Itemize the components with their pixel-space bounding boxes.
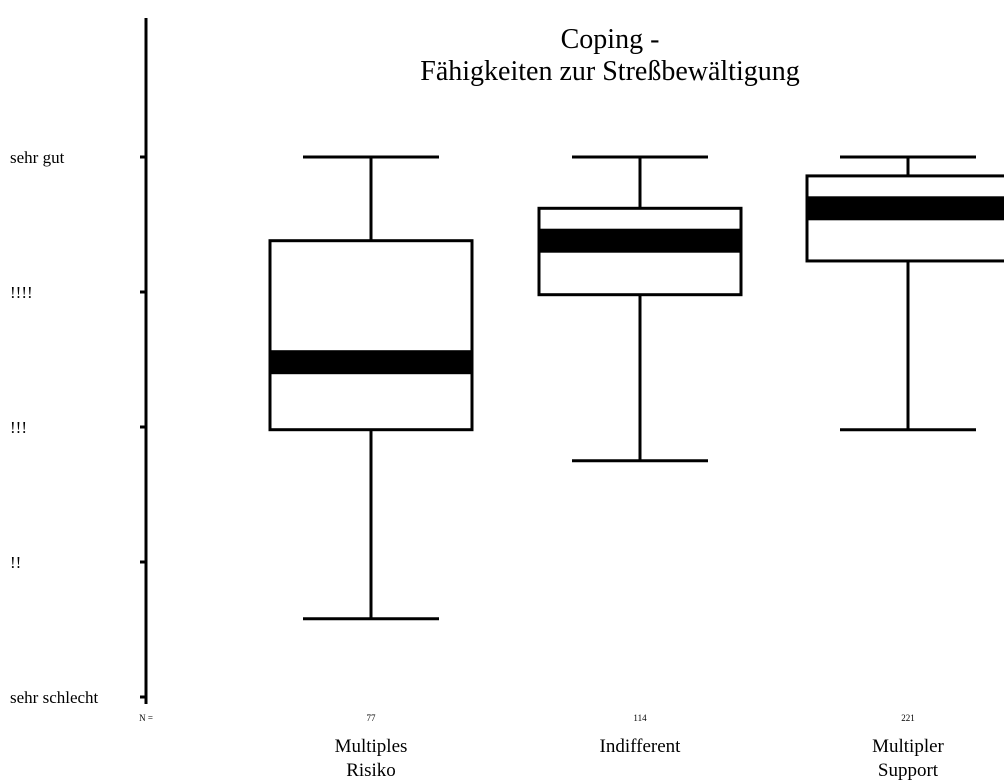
box-group [537, 155, 743, 463]
y-tick-label: !!!! [10, 283, 33, 302]
category-label: Multipler [872, 736, 944, 757]
n-label: N = [139, 713, 153, 723]
y-tick-label: sehr gut [10, 148, 65, 167]
box-iqr [268, 239, 474, 432]
n-value: 77 [367, 713, 377, 723]
chart-title-line-1: Coping - [561, 24, 660, 55]
box-group [268, 155, 474, 621]
boxes [268, 155, 1004, 621]
median-band [270, 350, 472, 375]
category-label: Risiko [346, 760, 396, 781]
chart-title-line-2: Fähigkeiten zur Streßbewältigung [420, 56, 799, 87]
x-labels: 77 Multiples Risiko 114 Indifferent 221 Multip… [335, 713, 945, 781]
median-band [807, 196, 1004, 221]
category-label: Multiples [335, 736, 408, 757]
y-ticks: sehr gut!!!!!!!!! sehr schlecht [10, 148, 146, 707]
y-tick-label: !! [10, 553, 21, 572]
n-value: 221 [901, 713, 915, 723]
y-tick-label: !!! [10, 418, 27, 437]
category-label: Support [878, 760, 939, 781]
box-group [805, 155, 1004, 432]
n-value: 114 [633, 713, 647, 723]
category-label: Indifferent [600, 736, 682, 757]
y-tick-label: sehr schlecht [10, 688, 99, 707]
median-band [539, 228, 741, 253]
